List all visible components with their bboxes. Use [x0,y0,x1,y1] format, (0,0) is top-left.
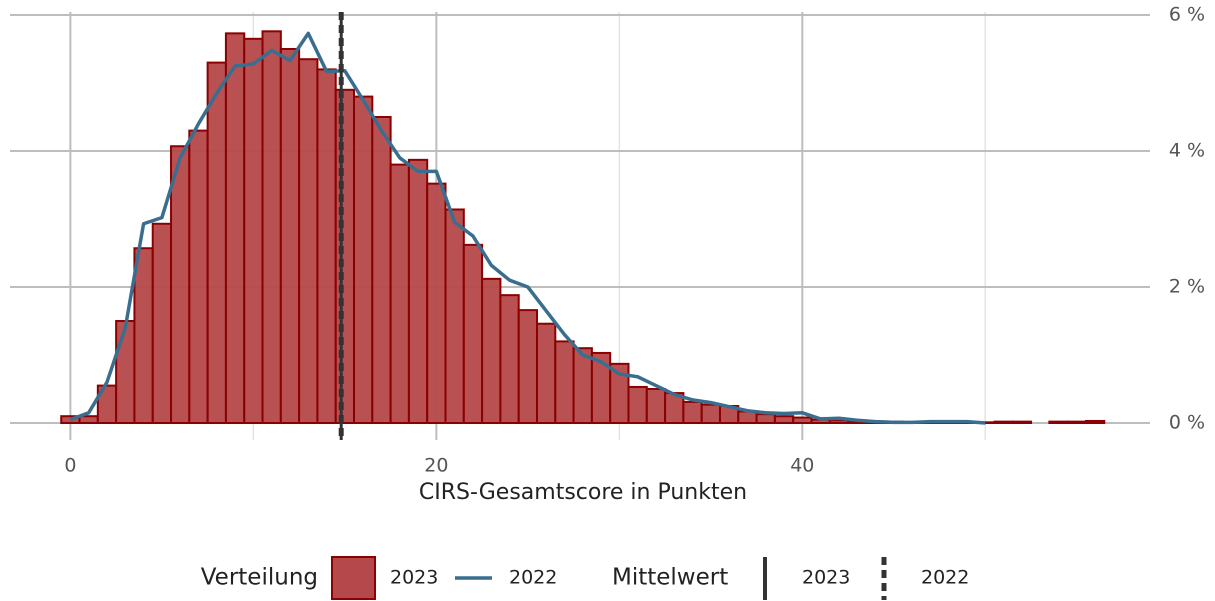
bar [1011,420,1033,425]
bar [1048,420,1069,425]
plot-area [60,12,1106,440]
x-tick-label: 20 [424,455,448,477]
bar [481,277,502,424]
legend-title: Verteilung [201,565,318,591]
bar [792,416,813,424]
bar [133,247,154,424]
x-tick-label: 0 [64,455,76,477]
bar [993,420,1014,425]
bar [773,415,795,425]
bar [426,182,447,424]
bar [645,388,667,424]
bar [78,415,99,425]
y-tick-label: 2 % [1169,276,1205,298]
bar [1066,420,1087,425]
bar [151,222,173,424]
bar [554,340,575,424]
bar [755,413,776,425]
legend-label: 2023 [390,567,438,589]
bar [627,385,648,424]
bar [334,88,356,425]
line-series [69,31,986,425]
legend-label: 2023 [802,567,850,589]
bar [206,61,227,424]
x-axis-label: CIRS-Gesamtscore in Punkten [419,480,747,505]
legend-title: Mittelwert [612,565,728,591]
legend: Verteilung 2023 2022 Mittelwert 2023 2022 [201,556,969,600]
bar [224,32,246,425]
bar [316,68,337,425]
legend-label: 2022 [921,567,969,589]
bar [115,320,136,424]
bar [462,243,484,424]
bar [188,129,209,424]
bar [298,58,319,424]
bar [261,30,282,424]
y-tick-label: 4 % [1169,140,1205,162]
bar [243,37,264,425]
bar [682,400,703,425]
bar [517,309,538,424]
bar [572,347,593,425]
x-tick-label: 40 [790,455,814,477]
bar [371,116,392,424]
legend-label: 2022 [509,567,557,589]
bar [444,208,465,424]
bar [499,294,520,424]
y-tick-label: 0 % [1169,412,1205,434]
legend-swatch [331,556,376,600]
bar [279,48,301,424]
bar [407,158,429,424]
bar [700,403,721,425]
bar [535,322,557,424]
bar [1084,419,1106,424]
bar [170,145,191,425]
bar [353,95,374,424]
bar [389,163,410,424]
y-tick-label: 6 % [1169,4,1205,26]
